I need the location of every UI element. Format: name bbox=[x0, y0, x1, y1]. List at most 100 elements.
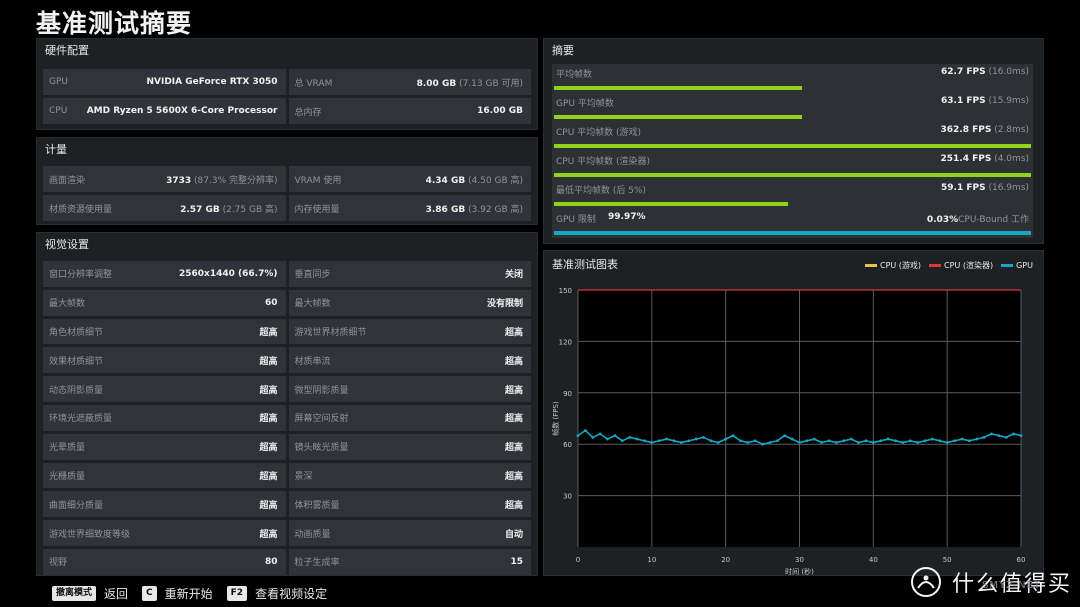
setting-label: 窗口分辨率调整 bbox=[49, 270, 113, 281]
footer-bar: 撤离模式 返回 C 重新开始 F2 查看视频设定 bbox=[52, 585, 341, 601]
hardware-value-text: 8.00 GB bbox=[416, 78, 457, 89]
setting-value: 15 bbox=[510, 557, 523, 567]
hardware-value-detail: (7.13 GB 可用) bbox=[456, 78, 523, 89]
setting-row: 最大帧数 没有限制 bbox=[288, 289, 531, 316]
setting-label: 光栅质量 bbox=[49, 471, 86, 482]
setting-value-text: 超高 bbox=[259, 443, 278, 454]
metric-value-detail: (3.92 GB 高) bbox=[465, 204, 523, 215]
setting-value: 超高 bbox=[259, 354, 277, 367]
summary-bar bbox=[554, 86, 803, 90]
legend-label: CPU (渲染器) bbox=[944, 261, 994, 270]
setting-label: 屏幕空间反射 bbox=[294, 414, 349, 425]
hardware-row: 总内存 16.00 GB bbox=[288, 98, 531, 124]
gpu-data-point bbox=[923, 439, 927, 443]
x-tick-label: 40 bbox=[869, 556, 878, 564]
setting-value: 自动 bbox=[505, 527, 523, 540]
summary-bar bbox=[554, 202, 788, 206]
gpu-data-point bbox=[687, 439, 691, 443]
setting-value-text: 超高 bbox=[259, 356, 278, 367]
watermark: 什么值得买 SMYZ.NET bbox=[910, 566, 1072, 598]
setting-label: 垂直同步 bbox=[294, 270, 331, 281]
setting-row: 动态阴影质量 超高 bbox=[43, 376, 286, 402]
cpu-bound-value: 0.03%CPU-Bound 工作 bbox=[927, 212, 1029, 225]
hardware-value-text: AMD Ryzen 5 5600X 6-Core Processor bbox=[86, 106, 278, 116]
y-tick-label: 120 bbox=[559, 338, 572, 346]
gpu-data-point bbox=[886, 437, 890, 441]
x-tick-label: 50 bbox=[943, 556, 952, 564]
visual-settings-panel: 视觉设置 窗口分辨率调整 2560x1440 (66.7%) 垂直同步 关闭 最大帧数 6… bbox=[36, 232, 538, 576]
summary-bar bbox=[554, 173, 1031, 177]
summary-value: 59.1 FPS (16.9ms) bbox=[941, 183, 1029, 193]
metric-row: 内存使用量 3.86 GB (3.92 GB 高) bbox=[288, 195, 531, 221]
gpu-data-point bbox=[635, 437, 639, 441]
setting-row: 光晕质量 超高 bbox=[43, 433, 286, 460]
benchmark-chart: 0 10 20 30 40 50 60 30 60 90 120 150 时间 (秒) 帧数 (FPS) bbox=[551, 287, 1025, 575]
footer-action-2[interactable]: 查看视频设定 bbox=[255, 586, 328, 601]
setting-label: 视野 bbox=[49, 558, 68, 569]
summary-value-detail: (16.0ms) bbox=[985, 67, 1029, 77]
setting-label: 粒子生成率 bbox=[294, 558, 340, 569]
metric-value: 3.86 GB (3.92 GB 高) bbox=[426, 202, 523, 215]
hardware-label: CPU bbox=[49, 106, 68, 116]
setting-row: 视野 80 bbox=[43, 548, 286, 575]
setting-row: 垂直同步 关闭 bbox=[288, 261, 531, 287]
footer-key-2[interactable]: F2 bbox=[226, 585, 248, 601]
setting-label: 景深 bbox=[294, 471, 313, 482]
setting-value-text: 关闭 bbox=[504, 270, 523, 281]
setting-value: 超高 bbox=[505, 469, 523, 482]
summary-value-text: 62.7 FPS bbox=[941, 67, 986, 77]
setting-value-text: 2560x1440 (66.7%) bbox=[179, 268, 278, 279]
gpu-data-point bbox=[1004, 435, 1008, 439]
summary-label: 最低平均帧数 (后 5%) bbox=[556, 186, 647, 196]
setting-value-text: 80 bbox=[264, 556, 278, 567]
gpu-data-point bbox=[783, 434, 787, 438]
gpu-data-point bbox=[746, 441, 750, 444]
setting-value-text: 自动 bbox=[504, 529, 523, 540]
setting-row: 效果材质细节 超高 bbox=[43, 347, 286, 374]
legend-item: CPU (渲染器) bbox=[929, 260, 993, 271]
hardware-value-text: 16.00 GB bbox=[477, 106, 523, 116]
x-tick-label: 20 bbox=[721, 556, 730, 564]
gpu-data-point bbox=[945, 441, 949, 444]
footer-action-1[interactable]: 重新开始 bbox=[164, 586, 213, 601]
setting-row: 景深 超高 bbox=[288, 462, 531, 489]
gpu-data-point bbox=[598, 432, 602, 436]
gpu-bound-value: 99.97% bbox=[608, 212, 646, 222]
y-tick-label: 150 bbox=[559, 287, 572, 295]
summary-value-text: 362.8 FPS bbox=[940, 125, 992, 135]
footer-key-1[interactable]: C bbox=[142, 585, 157, 601]
gpu-data-point bbox=[990, 432, 993, 436]
setting-row: 游戏世界材质细节 超高 bbox=[288, 318, 531, 345]
setting-label: 材质串流 bbox=[294, 356, 331, 367]
metric-value-text: 3733 bbox=[166, 175, 192, 186]
gpu-data-point bbox=[1012, 432, 1016, 436]
gpu-data-point bbox=[768, 441, 772, 444]
setting-label: 体积雾质量 bbox=[294, 500, 340, 511]
watermark-logo-icon bbox=[911, 567, 941, 597]
setting-value: 超高 bbox=[259, 383, 277, 396]
legend-swatch bbox=[864, 264, 877, 267]
x-axis-label: 时间 (秒) bbox=[785, 567, 814, 575]
summary-value: 362.8 FPS (2.8ms) bbox=[941, 125, 1029, 135]
footer-key-0[interactable]: 撤离模式 bbox=[52, 585, 97, 601]
summary-value: 251.4 FPS (4.0ms) bbox=[941, 154, 1029, 164]
cpu-bound-percent: 0.03% bbox=[926, 215, 959, 225]
setting-row: 曲面细分质量 超高 bbox=[43, 491, 286, 518]
setting-value-text: 超高 bbox=[504, 327, 523, 338]
footer-action-0[interactable]: 返回 bbox=[104, 586, 129, 601]
hardware-label: 总 VRAM bbox=[294, 78, 333, 89]
gpu-data-point bbox=[997, 434, 1001, 438]
summary-row: 最低平均帧数 (后 5%) 59.1 FPS (16.9ms) bbox=[552, 180, 1033, 209]
setting-value: 超高 bbox=[259, 325, 277, 338]
hardware-value: AMD Ryzen 5 5600X 6-Core Processor bbox=[87, 106, 278, 116]
summary-bar-track bbox=[554, 144, 1031, 148]
gpu-data-point bbox=[820, 441, 824, 444]
summary-value-text: 251.4 FPS bbox=[940, 154, 992, 164]
setting-value-text: 超高 bbox=[504, 414, 523, 425]
gpu-data-point bbox=[953, 439, 956, 443]
setting-value: 超高 bbox=[259, 469, 277, 482]
setting-label: 曲面细分质量 bbox=[49, 500, 104, 511]
gpu-data-point bbox=[576, 434, 580, 438]
metrics-grid: 画面渲染 3733 (87.3% 完整分辨率) VRAM 使用 4.34 GB (4.… bbox=[43, 166, 531, 221]
setting-value-text: 超高 bbox=[504, 443, 523, 454]
